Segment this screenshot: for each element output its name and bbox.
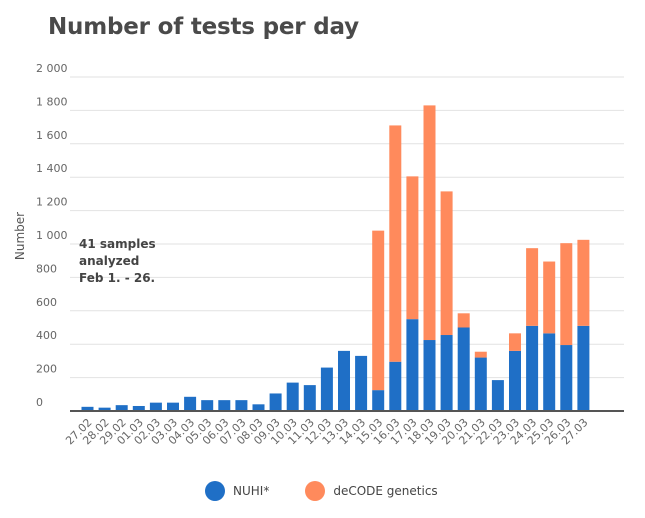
bar-nuhi [457,327,470,411]
bars [81,105,590,411]
bar-nuhi [303,385,316,411]
y-tick-label: 800 [36,262,57,275]
bar-decode [406,176,419,320]
bar-nuhi [509,350,521,411]
bar-nuhi [218,400,231,411]
bar-nuhi [286,382,299,411]
bar-nuhi [474,357,487,411]
bar-nuhi [115,405,128,411]
bar-decode [526,248,539,326]
bar-nuhi [320,367,333,411]
bar-decode [389,125,402,362]
bar-nuhi [81,406,94,411]
bar-nuhi [491,380,504,411]
bar-nuhi [577,325,590,411]
bar-nuhi [440,335,453,411]
legend-item-nuhi: NUHI* [205,481,269,501]
y-tick-label: 200 [36,363,57,376]
bar-decode [543,261,556,334]
bar-decode [440,191,453,336]
annotation-line-1: 41 samples [79,237,156,251]
legend-label-nuhi: NUHI* [233,484,270,498]
bar-nuhi [355,355,368,411]
bar-nuhi [98,407,111,411]
y-tick-label: 1 400 [36,162,68,175]
y-tick-labels: 0 200 400 600 800 1 000 1 200 1 400 1 600 1 800 2 … [36,62,68,409]
legend-swatch-decode [305,481,326,501]
bar-decode [372,230,385,391]
y-tick-label: 1 800 [36,95,68,108]
bar-nuhi [149,402,162,411]
y-tick-label: 0 [36,396,43,409]
bar-nuhi [389,361,402,411]
y-tick-label: 2 000 [36,62,68,75]
bar-decode [423,105,436,341]
y-tick-label: 600 [36,296,57,309]
legend-swatch-nuhi [205,481,225,501]
bar-nuhi [167,402,179,411]
y-tick-label: 1 600 [36,129,68,142]
bar-decode [577,239,590,326]
bar-nuhi [406,319,419,411]
bar-nuhi [560,345,573,411]
chart-title: Number of tests per day [48,14,359,40]
y-tick-label: 1 000 [36,229,68,242]
y-tick-label: 1 200 [36,196,68,209]
bar-nuhi [235,400,248,411]
bar-nuhi [184,396,197,411]
gridlines [70,76,624,379]
bar-decode [509,333,521,351]
bar-nuhi [543,333,556,411]
bar-nuhi [372,390,385,411]
legend-label-decode: deCODE genetics [333,484,438,498]
bar-nuhi [269,393,282,411]
bar-nuhi [132,405,145,411]
bar-nuhi [201,400,214,411]
bar-nuhi [526,325,539,411]
bar-decode [560,243,573,346]
bar-nuhi [338,350,350,411]
x-tick-labels: 27.0228.0229.0201.0302.0303.0304.0305.03… [63,416,590,447]
annotation: 41 samples analyzed Feb 1. - 26. [79,236,156,287]
bar-nuhi [252,404,265,411]
annotation-line-2: analyzed [79,254,140,268]
bar-decode [474,351,487,358]
bar-decode [457,313,470,328]
y-axis-label: Number [13,212,27,260]
bar-nuhi [423,340,436,411]
y-tick-label: 400 [36,329,57,342]
annotation-line-3: Feb 1. - 26. [79,271,156,285]
legend: NUHI* deCODE genetics [205,481,474,501]
legend-item-decode: deCODE genetics [305,481,438,501]
